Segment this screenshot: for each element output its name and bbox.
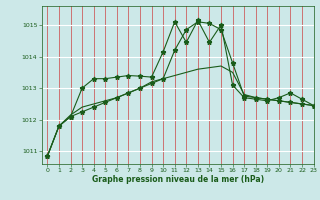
X-axis label: Graphe pression niveau de la mer (hPa): Graphe pression niveau de la mer (hPa) (92, 175, 264, 184)
